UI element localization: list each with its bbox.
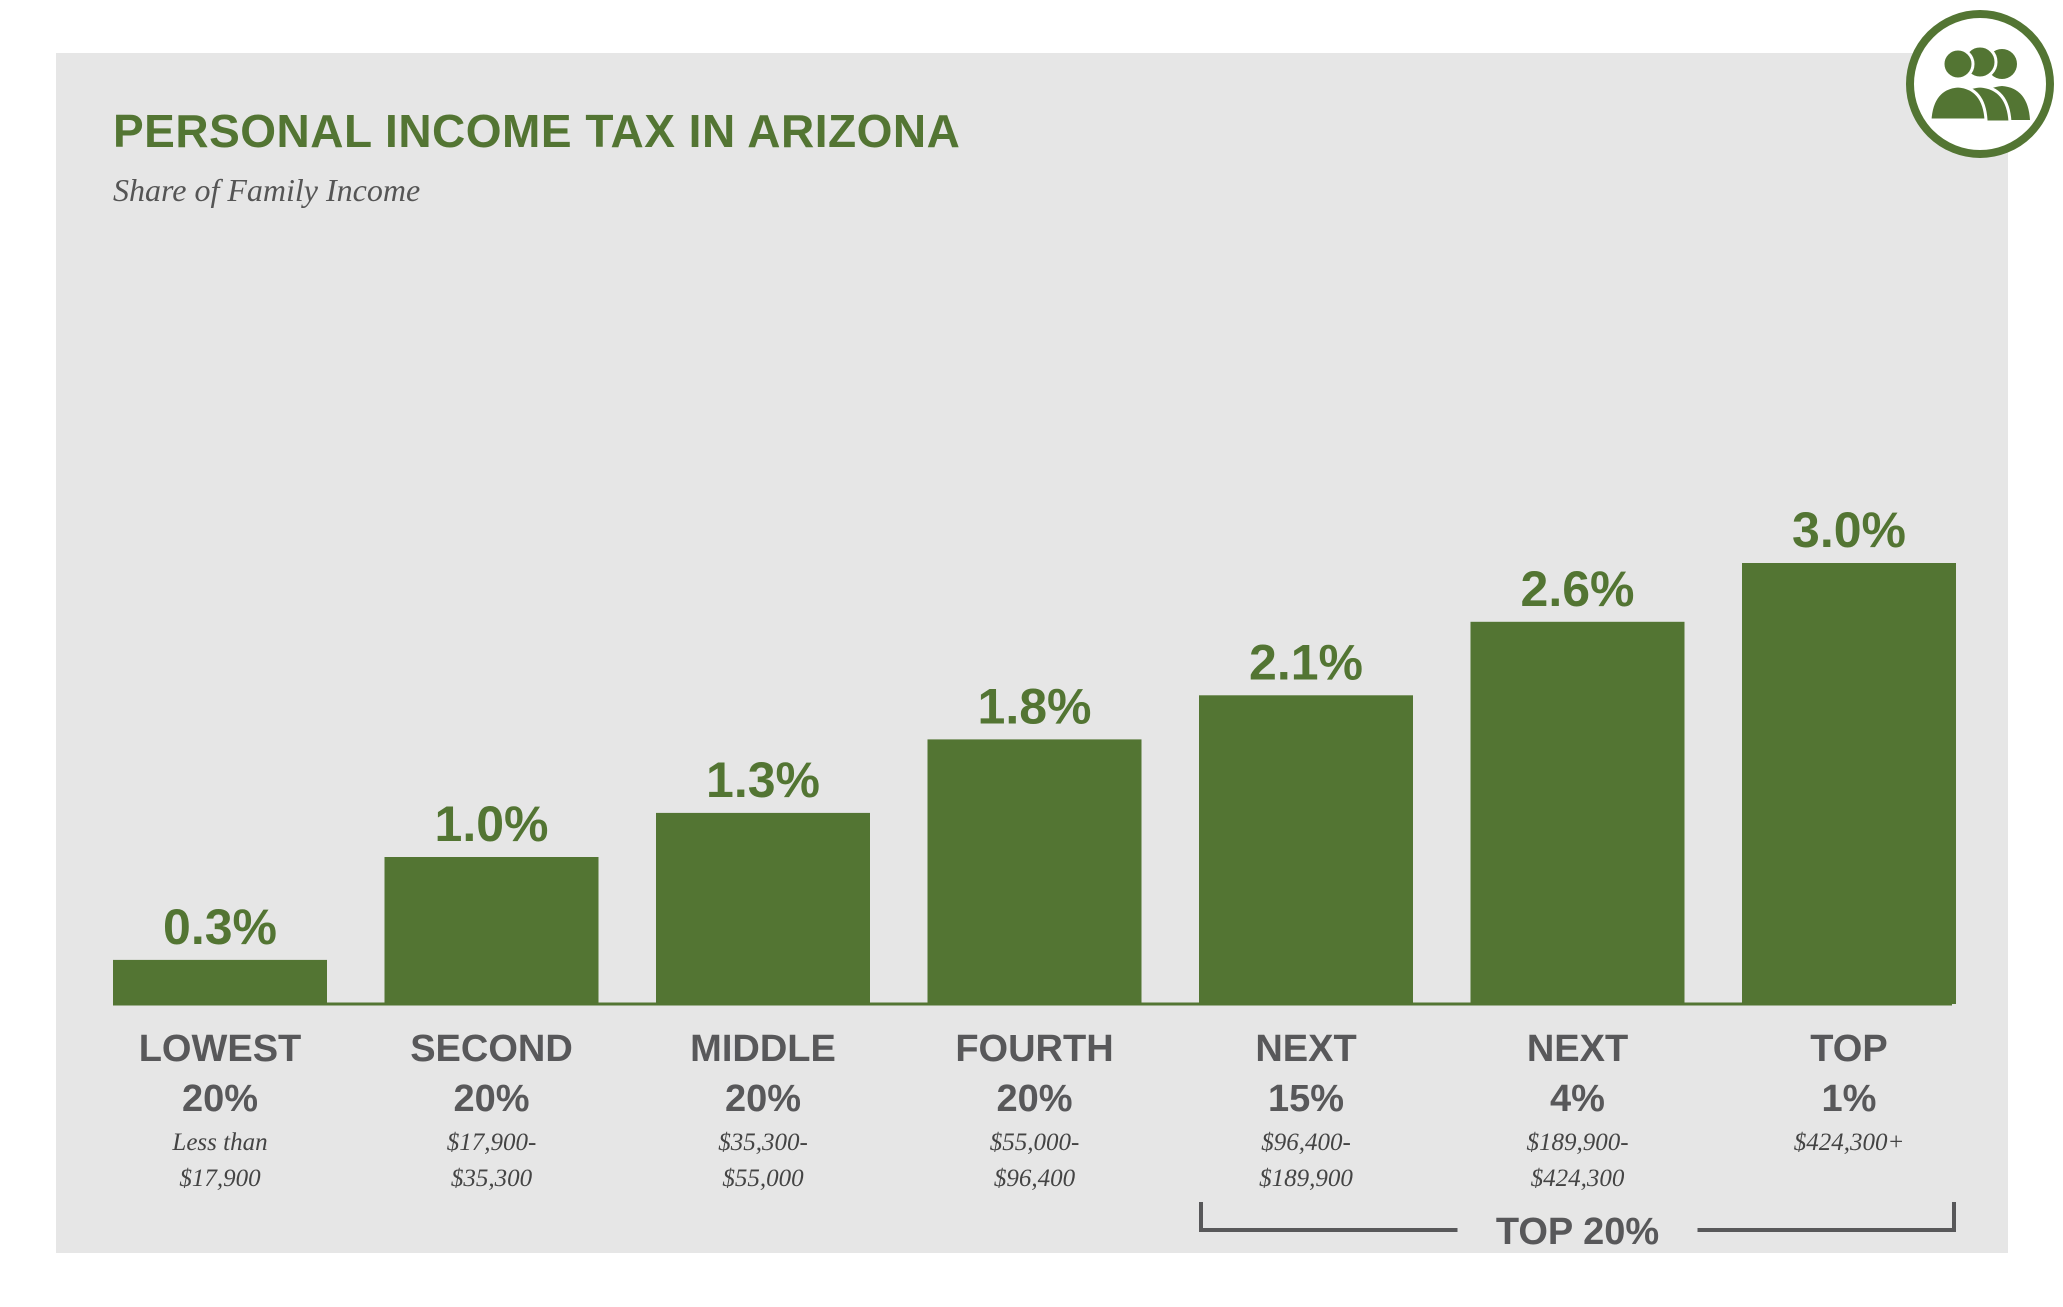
category-share-2: 20% (725, 1078, 801, 1120)
category-label-2: MIDDLE (690, 1028, 836, 1070)
income-range-4-1: $189,900 (1259, 1165, 1353, 1192)
value-label-4: 2.1% (1249, 634, 1363, 690)
category-label-3: FOURTH (955, 1028, 1113, 1070)
income-range-2-0: $35,300- (718, 1129, 808, 1156)
income-range-0-1: $17,900 (179, 1165, 261, 1192)
income-range-2-1: $55,000 (722, 1165, 804, 1192)
labels-layer: 0.3% LOWEST 20% Less than $17,900 1.0% SECOND 2… (139, 502, 1906, 1192)
category-share-1: 20% (453, 1078, 529, 1120)
income-range-1-0: $17,900- (447, 1129, 537, 1156)
income-range-5-1: $424,300 (1531, 1165, 1625, 1192)
category-label-0: LOWEST (139, 1028, 302, 1070)
bracket-left-arm (1199, 1202, 1458, 1232)
value-label-0: 0.3% (163, 899, 277, 955)
value-label-6: 3.0% (1792, 502, 1906, 558)
bar-6 (1742, 563, 1956, 1004)
category-label-6: TOP (1810, 1028, 1887, 1070)
bars-layer (113, 563, 1956, 1004)
income-range-6-0: $424,300+ (1794, 1129, 1905, 1156)
bar-0 (113, 959, 327, 1004)
bracket-right-arm (1697, 1202, 1956, 1232)
bar-4 (1199, 695, 1413, 1004)
value-label-1: 1.0% (435, 796, 549, 852)
value-label-3: 1.8% (978, 678, 1092, 734)
income-range-0-0: Less than (171, 1129, 267, 1156)
category-share-0: 20% (182, 1078, 258, 1120)
bar-2 (656, 812, 870, 1004)
top-20-bracket: TOP 20% (1199, 1202, 1956, 1253)
value-label-5: 2.6% (1521, 561, 1635, 617)
bar-3 (927, 739, 1142, 1004)
income-range-5-0: $189,900- (1526, 1129, 1628, 1156)
value-label-2: 1.3% (706, 752, 820, 808)
bar-1 (384, 857, 599, 1004)
income-range-3-0: $55,000- (990, 1129, 1080, 1156)
category-share-6: 1% (1822, 1078, 1877, 1120)
chart-subtitle: Share of Family Income (113, 172, 421, 208)
income-range-1-1: $35,300 (451, 1165, 533, 1192)
category-label-5: NEXT (1527, 1028, 1628, 1070)
income-range-4-0: $96,400- (1261, 1129, 1351, 1156)
category-share-3: 20% (996, 1078, 1072, 1120)
people-group-icon (1906, 10, 2054, 158)
income-range-3-1: $96,400 (994, 1165, 1076, 1192)
bracket-label: TOP 20% (1496, 1211, 1659, 1253)
category-share-4: 15% (1268, 1078, 1344, 1120)
category-share-5: 4% (1550, 1078, 1605, 1120)
bar-5 (1470, 621, 1685, 1004)
chart-title: PERSONAL INCOME TAX IN ARIZONA (113, 105, 961, 157)
category-label-1: SECOND (410, 1028, 573, 1070)
category-label-4: NEXT (1255, 1028, 1356, 1070)
